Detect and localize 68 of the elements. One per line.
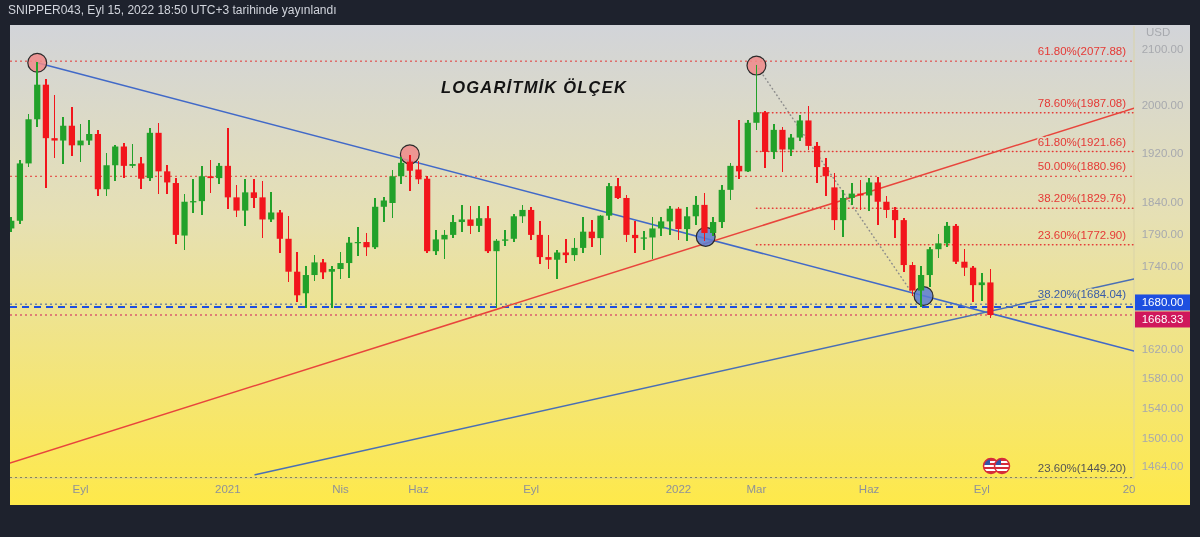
candlestick xyxy=(502,229,509,247)
candlestick xyxy=(805,105,812,151)
x-tick-label: Mar xyxy=(746,483,767,495)
candlestick xyxy=(155,123,162,195)
candlestick xyxy=(909,262,916,297)
y-tick-label: 1620.00 xyxy=(1141,343,1184,355)
candlestick xyxy=(181,194,188,251)
candlestick xyxy=(753,64,760,131)
y-tick-label: 1740.00 xyxy=(1141,260,1184,273)
series-label: 61.80%(1921.66) xyxy=(1037,135,1127,148)
candlestick xyxy=(389,169,396,219)
candlestick xyxy=(701,192,708,241)
y-tick-label: 1840.00 xyxy=(1141,195,1184,208)
y-tick-label: 1680.00 xyxy=(1141,296,1184,309)
annotation: LOGARİTMİK ÖLÇEK xyxy=(440,78,628,96)
ref-line-label: 23.60%(1449.20) xyxy=(1037,461,1127,474)
candlestick xyxy=(337,252,344,280)
point xyxy=(746,55,767,76)
candlestick xyxy=(259,181,266,238)
candlestick xyxy=(207,160,214,193)
candlestick xyxy=(51,94,58,158)
x-tick-label: Eyl xyxy=(72,483,89,495)
y-tick-label: 1668.33 xyxy=(1141,313,1184,326)
candlestick xyxy=(285,216,292,282)
candlestick xyxy=(961,249,968,276)
candlestick xyxy=(883,195,890,218)
x-tick-label: 2021 xyxy=(215,483,241,495)
x-tick-label: Eyl xyxy=(973,483,990,495)
x-tick-label: Haz xyxy=(858,483,880,495)
candlestick xyxy=(649,216,656,259)
x-tick-label: Eyl xyxy=(523,483,540,495)
candlestick xyxy=(779,126,786,172)
candlestick xyxy=(675,206,682,240)
y-tick-label: 1540.00 xyxy=(1141,401,1184,414)
text: SNIPPER043, Eyl 15, 2022 18:50 UTC+3 tarihinde yayınlandı xyxy=(8,3,337,17)
point xyxy=(399,144,420,165)
series-label: 23.60%(1772.90) xyxy=(1037,228,1127,241)
y-tick-label: 1790.00 xyxy=(1141,227,1184,240)
candlestick xyxy=(640,230,647,251)
ref-line-label: 50.00%(1880.96) xyxy=(1037,160,1127,173)
candlestick xyxy=(935,234,942,258)
x-tick-label: Nis xyxy=(332,483,350,495)
x-tick-label: 2022 xyxy=(665,483,692,495)
candlestick xyxy=(831,173,838,230)
series-label: 38.20%(1829.76) xyxy=(1037,192,1127,205)
candlestick xyxy=(467,205,474,235)
candlestick xyxy=(25,114,32,167)
y-tick-label: 1580.00 xyxy=(1141,371,1184,384)
x-tick-label: Haz xyxy=(408,483,429,495)
point xyxy=(27,52,48,73)
candlestick xyxy=(987,268,994,319)
y-tick-label: 1920.00 xyxy=(1141,146,1184,159)
candlestick xyxy=(363,232,370,256)
candlestick xyxy=(571,237,578,262)
x-tick-label: 20 xyxy=(1122,483,1136,495)
y-tick-label: 1464.00 xyxy=(1141,460,1184,473)
candlestick xyxy=(623,195,630,243)
candlestick xyxy=(311,254,318,281)
candlestick xyxy=(545,234,552,270)
candlestick xyxy=(129,143,136,168)
y-tick-label: 1500.00 xyxy=(1141,432,1184,444)
candlestick xyxy=(727,162,734,201)
candlestick xyxy=(103,152,110,197)
candlestick xyxy=(597,214,604,256)
ref-line-label: 61.80%(2077.88) xyxy=(1037,45,1127,58)
series-label: 78.60%(1987.08) xyxy=(1037,96,1127,109)
candlestick xyxy=(493,239,500,308)
candlestick xyxy=(233,185,240,218)
